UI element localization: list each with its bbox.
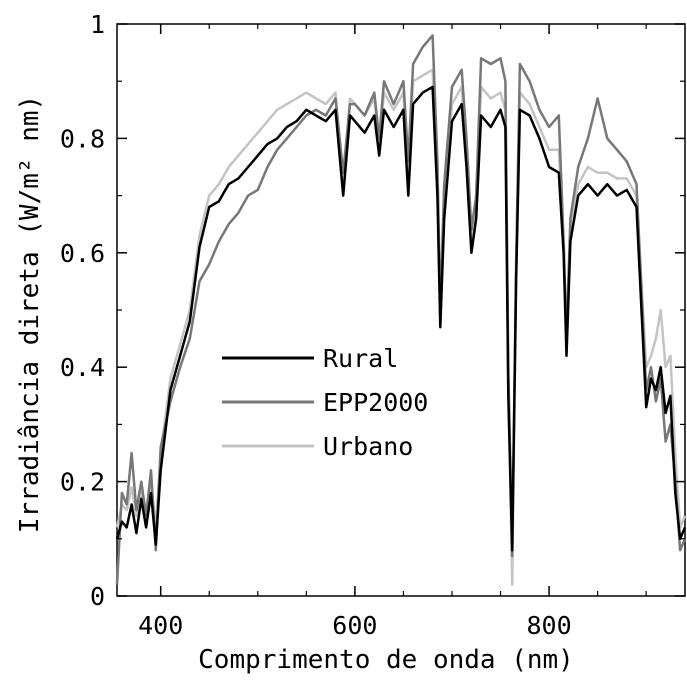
legend-label-urbano: Urbano	[323, 432, 413, 461]
y-tick-label: 0.2	[60, 468, 105, 497]
series-line-urbano	[115, 68, 687, 586]
y-axis-label: Irradiância direta (W/m² nm)	[15, 95, 45, 533]
series-line-rural	[115, 85, 687, 552]
y-tick-label: 0.4	[60, 353, 105, 382]
series-layer	[115, 34, 687, 586]
legend: Rural EPP2000 Urbano	[222, 344, 428, 461]
y-tick-label: 0.6	[60, 239, 105, 268]
legend-label-rural: Rural	[323, 344, 398, 373]
legend-label-epp2000: EPP2000	[323, 388, 428, 417]
x-tick-label: 800	[526, 611, 571, 640]
y-tick-label: 0	[90, 582, 105, 611]
y-tick-label: 1	[90, 10, 105, 39]
y-tick-label: 0.8	[60, 124, 105, 153]
x-axis-label: Comprimento de onda (nm)	[198, 645, 574, 675]
x-tick-label: 400	[138, 611, 183, 640]
series-line-epp2000	[115, 34, 687, 585]
x-tick-label: 600	[332, 611, 377, 640]
ticks-layer: 0 0.2 0.4 0.6 0.8 1 400 600 800	[60, 10, 685, 640]
